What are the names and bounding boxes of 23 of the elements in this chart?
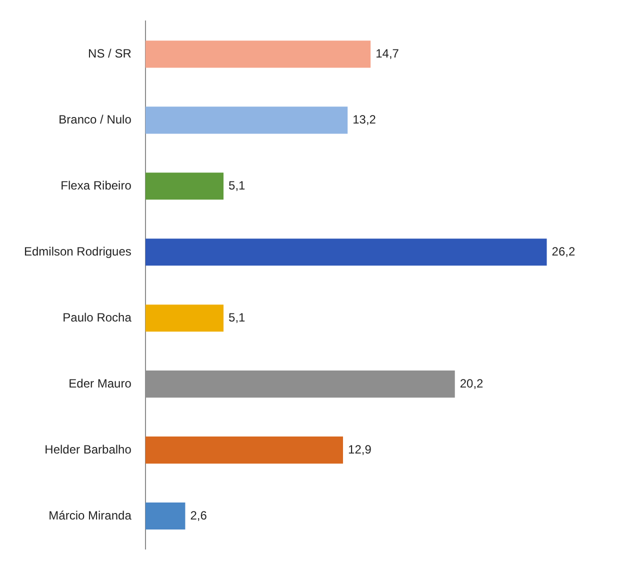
data-label: 13,2: [352, 112, 376, 126]
bar: [145, 172, 224, 200]
bar: [145, 40, 371, 68]
y-tick-label: Eder Mauro: [68, 376, 132, 390]
y-tick-label: Helder Barbalho: [44, 442, 132, 456]
data-label: 12,9: [348, 442, 372, 456]
bar: [145, 436, 344, 464]
data-label: 26,2: [552, 244, 576, 258]
y-tick-label: Branco / Nulo: [58, 112, 132, 126]
bar: [145, 304, 224, 332]
data-label: 14,7: [376, 46, 400, 60]
y-tick-label: Edmilson Rodrigues: [24, 244, 132, 258]
data-label: 2,6: [190, 508, 208, 522]
data-label: 5,1: [228, 310, 246, 324]
data-label: 20,2: [460, 376, 484, 390]
bar: [145, 238, 547, 266]
y-tick-label: Flexa Ribeiro: [60, 178, 132, 192]
data-label: 5,1: [228, 178, 246, 192]
y-tick-label: Márcio Miranda: [48, 508, 132, 522]
y-tick-label: NS / SR: [88, 46, 132, 60]
bar: [145, 106, 348, 134]
bar: [145, 502, 186, 530]
y-tick-label: Paulo Rocha: [62, 310, 132, 324]
